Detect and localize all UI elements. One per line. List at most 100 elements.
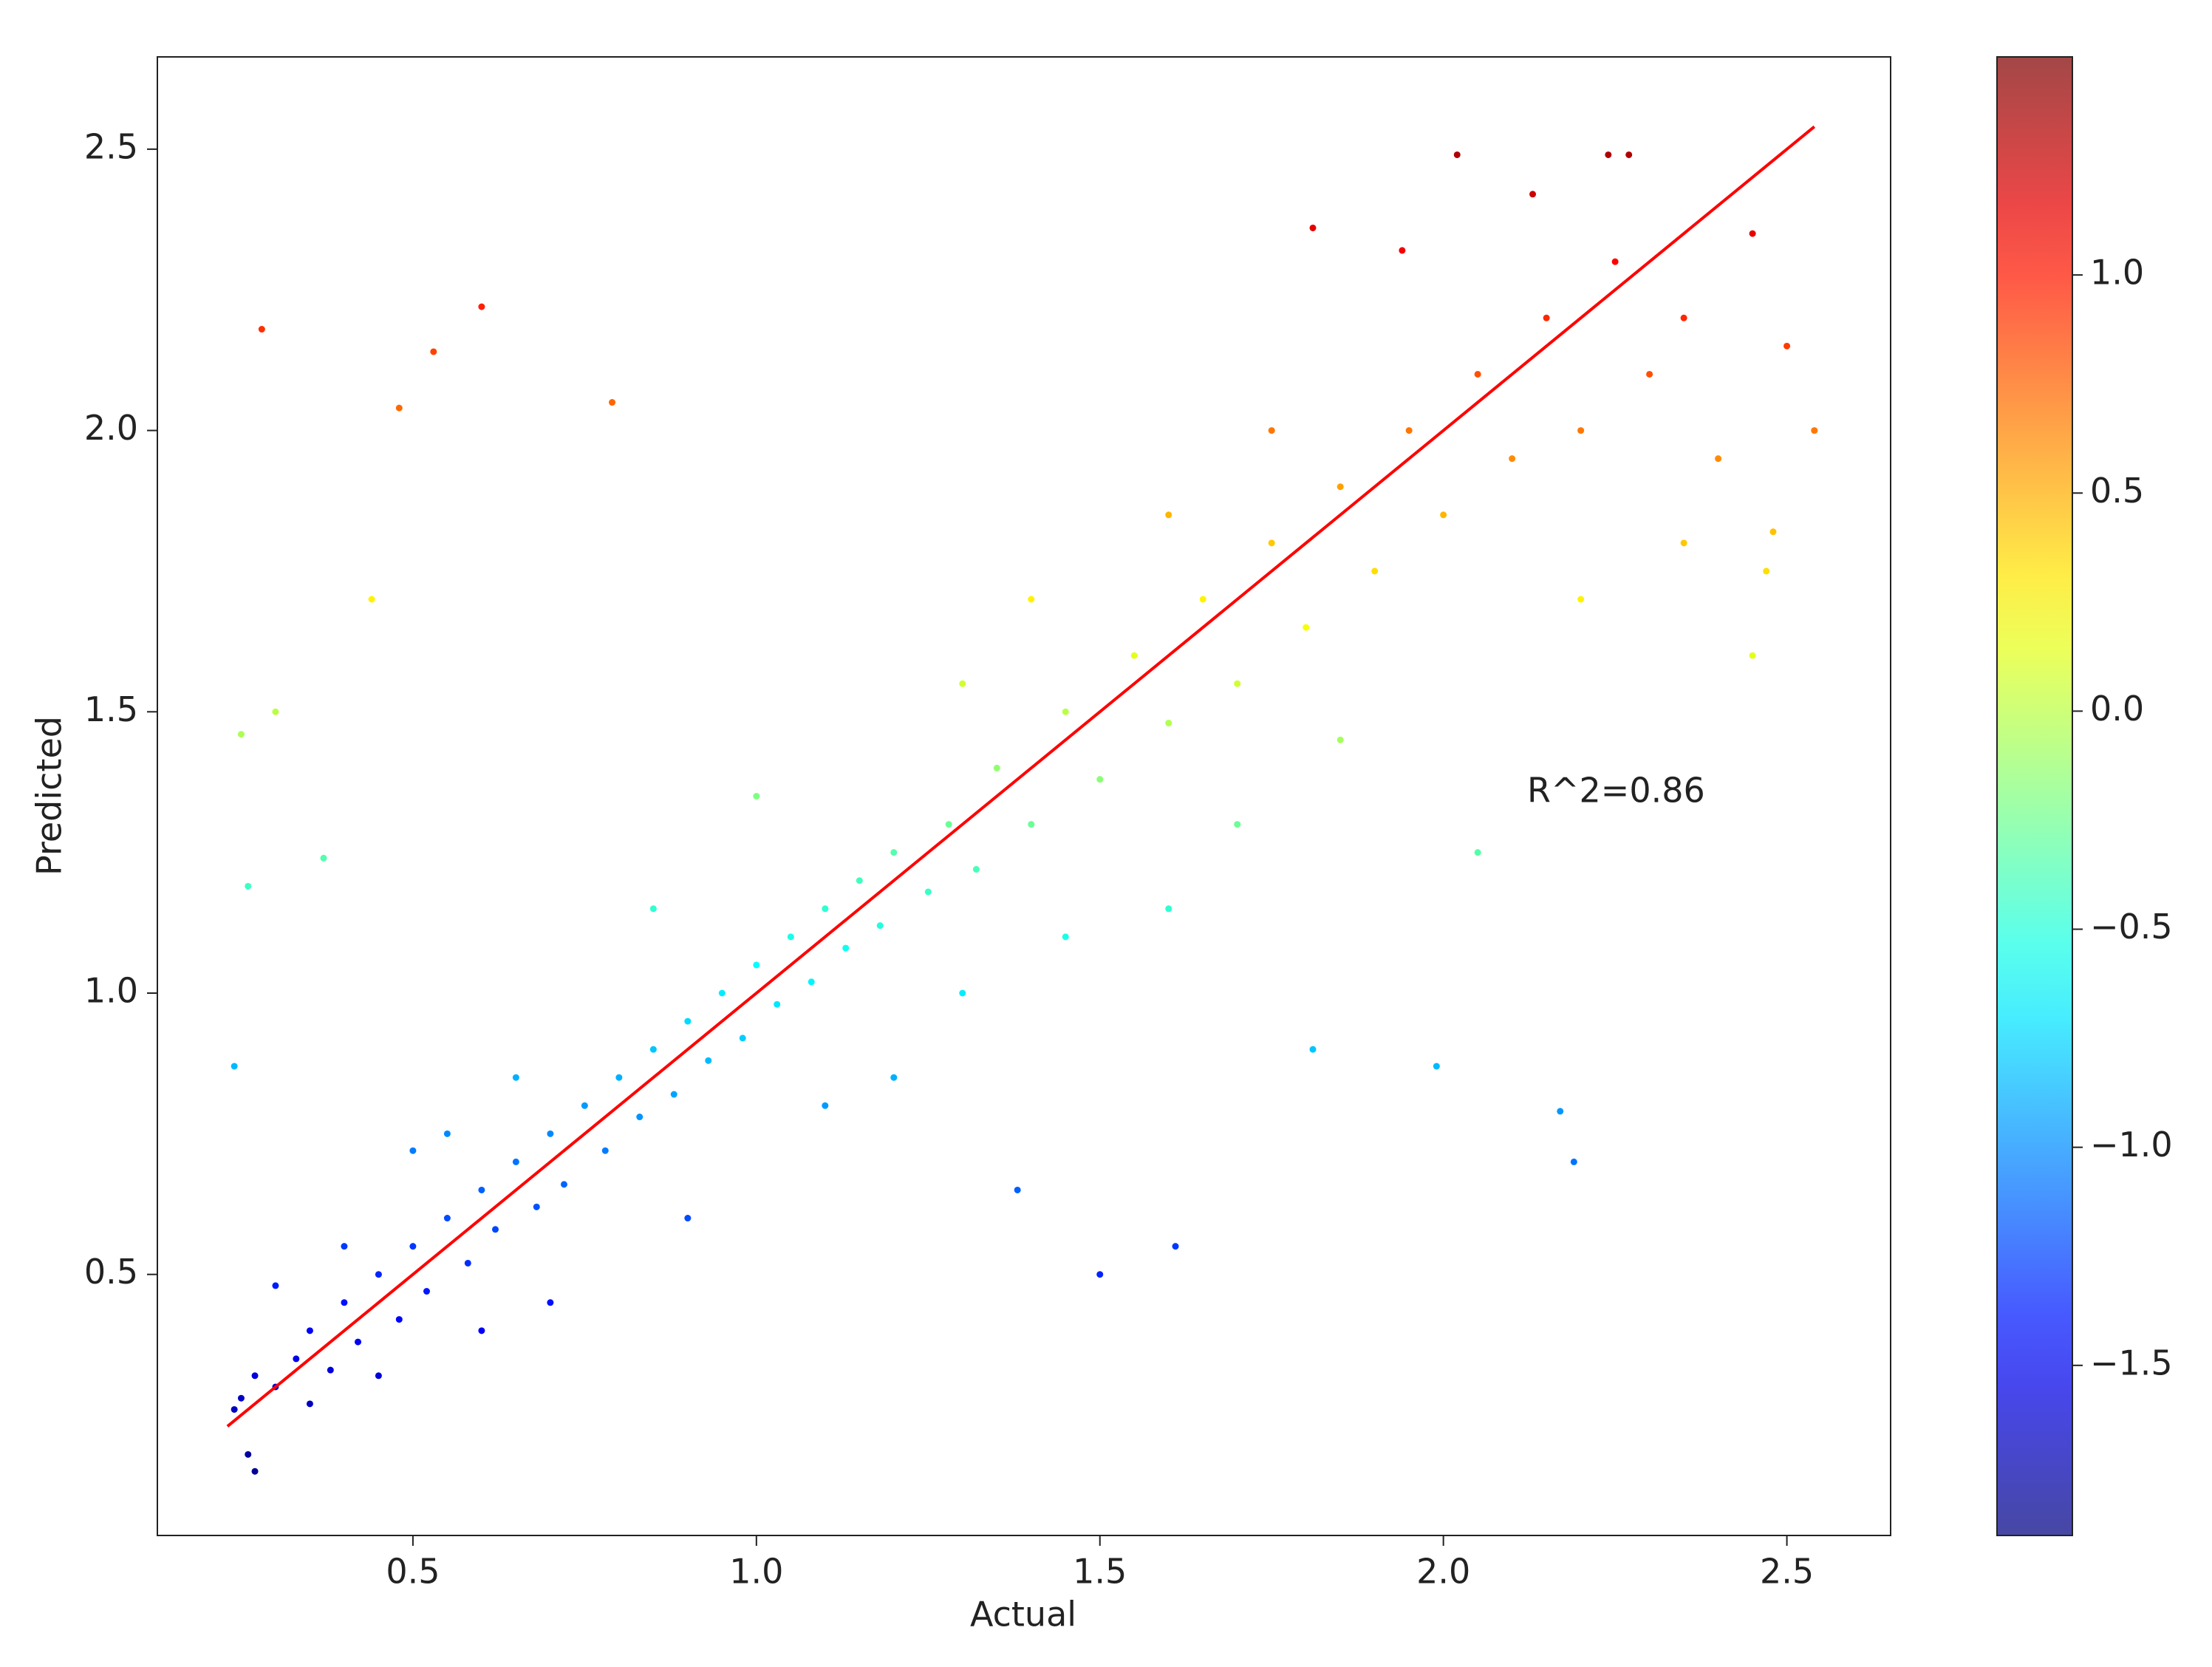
plot-frame	[157, 56, 1891, 1536]
colorbar-tick-label: −1.0	[2090, 1125, 2173, 1165]
point	[1234, 680, 1241, 687]
colorbar-tick-label: 0.0	[2090, 689, 2144, 729]
point	[1303, 624, 1310, 631]
point	[1440, 511, 1447, 519]
x-tick-label: 1.5	[1073, 1552, 1127, 1592]
point	[718, 989, 726, 997]
point	[1529, 191, 1537, 198]
point	[1749, 652, 1756, 659]
point	[1130, 652, 1138, 659]
point	[1014, 1186, 1021, 1193]
point	[670, 1091, 677, 1098]
point	[959, 680, 966, 687]
point	[924, 888, 932, 896]
point	[808, 978, 815, 986]
point	[649, 1046, 657, 1053]
point	[237, 731, 245, 738]
point	[1453, 151, 1461, 158]
point	[478, 1186, 485, 1193]
point	[1769, 528, 1777, 536]
point	[478, 303, 485, 310]
point	[1557, 1108, 1564, 1115]
point	[512, 1074, 519, 1081]
point	[1028, 596, 1035, 603]
point	[375, 1271, 382, 1278]
point	[890, 1074, 898, 1081]
point	[856, 877, 863, 884]
point	[1509, 455, 1516, 463]
point	[443, 1215, 451, 1222]
y-tick-label: 2.0	[84, 408, 138, 448]
point	[945, 821, 952, 828]
point	[705, 1057, 712, 1064]
point	[368, 596, 375, 603]
x-axis-label: Actual	[970, 1595, 1076, 1634]
point	[1605, 151, 1612, 158]
point	[1646, 370, 1653, 378]
point	[1433, 1063, 1440, 1070]
point	[1309, 1046, 1317, 1053]
x-tick-label: 2.0	[1416, 1552, 1470, 1592]
point	[1763, 567, 1770, 575]
point	[231, 1063, 238, 1070]
point	[1783, 342, 1791, 350]
point	[993, 764, 1000, 771]
point	[464, 1259, 471, 1267]
point	[1165, 905, 1172, 913]
point	[1570, 1158, 1577, 1165]
point	[1062, 933, 1069, 941]
point	[491, 1226, 499, 1233]
colorbar-tick-label: 0.5	[2090, 471, 2144, 511]
point	[547, 1130, 554, 1137]
point	[1680, 539, 1687, 547]
point	[293, 1355, 300, 1363]
point	[1543, 314, 1550, 321]
point	[430, 348, 437, 355]
point	[1405, 427, 1413, 434]
point	[355, 1338, 362, 1346]
point	[959, 989, 966, 997]
point	[533, 1203, 540, 1210]
point	[306, 1400, 313, 1408]
point	[1611, 258, 1619, 265]
point	[1234, 821, 1241, 828]
point	[341, 1243, 348, 1250]
point	[1096, 776, 1104, 783]
y-tick-label: 2.5	[84, 126, 138, 166]
annotation: R^2=0.86	[1527, 771, 1705, 811]
point	[842, 944, 850, 952]
point	[443, 1130, 451, 1137]
point	[395, 404, 403, 412]
point	[601, 1147, 609, 1154]
point	[787, 933, 794, 941]
point	[409, 1147, 417, 1154]
x-tick-label: 2.5	[1760, 1552, 1814, 1592]
point	[739, 1034, 746, 1042]
point	[1399, 247, 1406, 254]
point	[876, 922, 884, 930]
point	[1165, 720, 1172, 727]
point	[409, 1243, 417, 1250]
point	[1625, 151, 1633, 158]
point	[822, 905, 829, 913]
point	[1577, 427, 1585, 434]
y-axis-label: Predicted	[30, 716, 69, 876]
point	[1749, 230, 1756, 237]
fit-line	[226, 125, 1816, 1428]
point	[1474, 849, 1481, 856]
point	[1199, 596, 1206, 603]
point	[684, 1017, 692, 1025]
point	[1096, 1271, 1104, 1278]
point	[245, 882, 252, 890]
point	[395, 1316, 403, 1323]
point	[251, 1372, 259, 1380]
point	[649, 905, 657, 913]
point	[258, 326, 265, 333]
point	[1337, 736, 1344, 743]
point	[753, 793, 760, 800]
point	[1165, 511, 1172, 519]
point	[237, 1394, 245, 1402]
point	[1309, 224, 1317, 231]
point	[972, 865, 980, 873]
